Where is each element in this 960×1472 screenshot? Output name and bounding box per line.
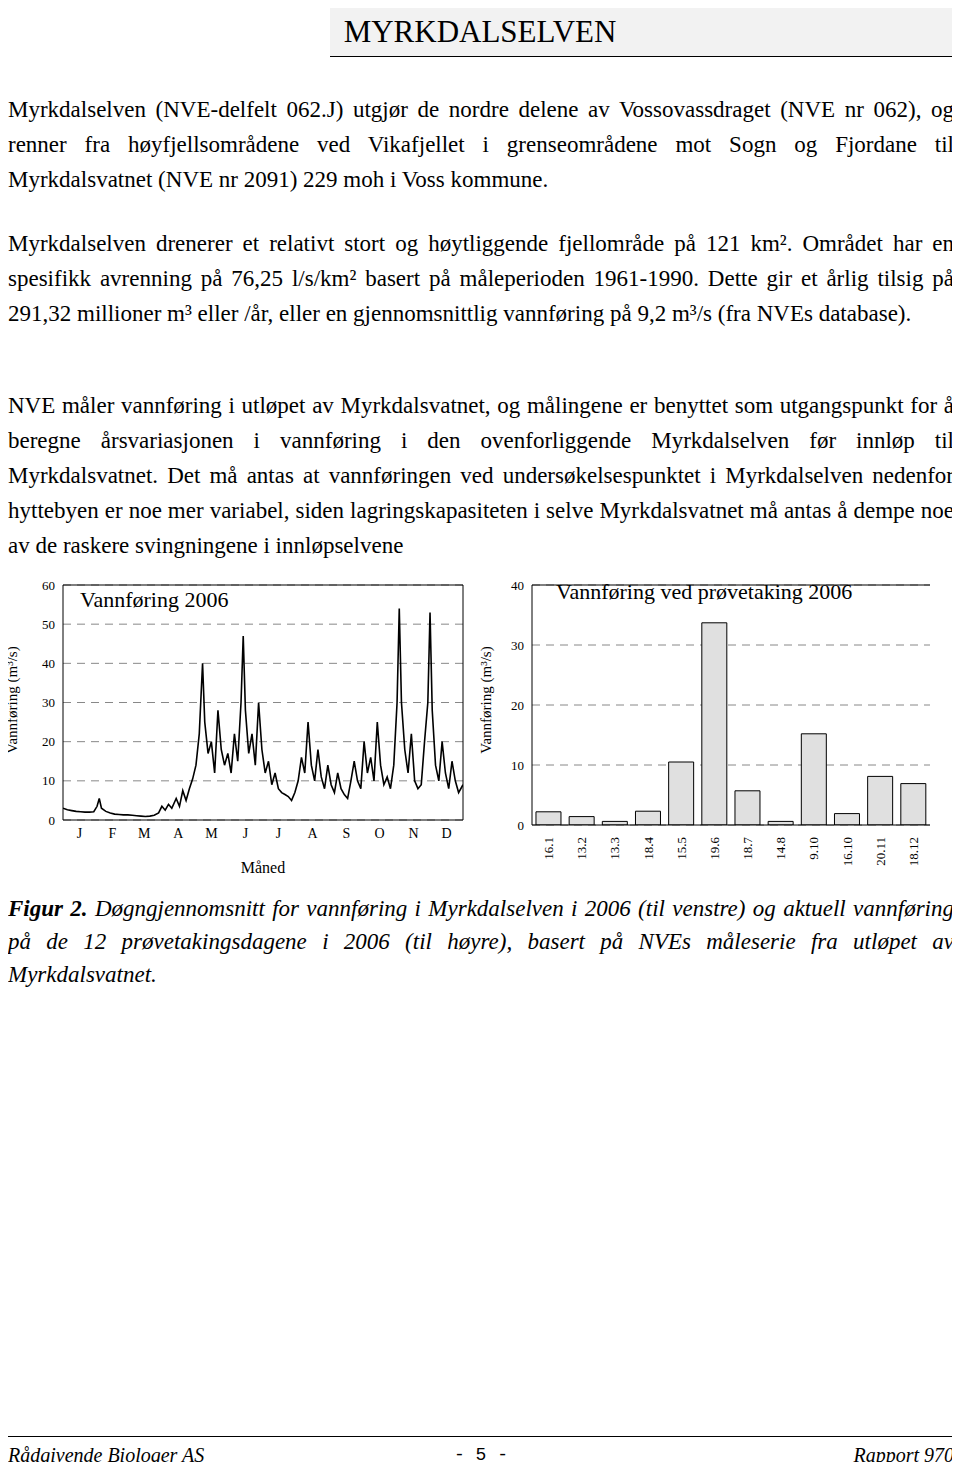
- svg-text:Måned: Måned: [241, 859, 285, 875]
- svg-text:F: F: [109, 826, 117, 841]
- svg-text:M: M: [138, 826, 151, 841]
- svg-text:20: 20: [42, 734, 55, 749]
- svg-text:50: 50: [42, 617, 55, 632]
- svg-text:15.5: 15.5: [674, 837, 689, 860]
- html-text:Figur 2. Døgngjennomsnitt for: Figur 2. Døgngjennomsnitt for vannføring…: [8, 896, 954, 987]
- svg-text:20.11: 20.11: [873, 837, 888, 866]
- svg-text:S: S: [343, 826, 351, 841]
- svg-text:20: 20: [511, 698, 524, 713]
- svg-text:30: 30: [42, 695, 55, 710]
- svg-text:13.3: 13.3: [607, 837, 622, 860]
- svg-text:J: J: [243, 826, 249, 841]
- html-text:Rapport 970: Rapport 970: [853, 1444, 954, 1466]
- svg-text:M: M: [205, 826, 218, 841]
- svg-text:19.6: 19.6: [707, 837, 722, 860]
- svg-text:A: A: [173, 826, 184, 841]
- html-text:Vannføring (m³/s): Vannføring (m³/s): [4, 646, 20, 754]
- svg-text:10: 10: [42, 773, 55, 788]
- svg-text:A: A: [307, 826, 318, 841]
- html-text:Rådgivende Biologer AS: Rådgivende Biologer AS: [8, 1444, 205, 1466]
- html-text:NVE måler vannføring i utløpet: NVE måler vannføring i utløpet av Myrkda…: [8, 393, 954, 558]
- svg-text:J: J: [276, 826, 282, 841]
- svg-text:40: 40: [42, 656, 55, 671]
- svg-text:16.1: 16.1: [541, 837, 556, 860]
- html-text:Vannføring 2006: Vannføring 2006: [80, 587, 229, 612]
- html-text:Vannføring (m³/s): Vannføring (m³/s): [478, 646, 494, 754]
- svg-text:18.4: 18.4: [641, 837, 656, 860]
- html-text:MYRKDALSELVEN: MYRKDALSELVEN: [343, 14, 617, 49]
- svg-text:J: J: [77, 826, 83, 841]
- svg-text:13.2: 13.2: [574, 837, 589, 860]
- svg-text:N: N: [408, 826, 418, 841]
- svg-text:D: D: [441, 826, 451, 841]
- svg-text:40: 40: [511, 578, 524, 593]
- svg-text:O: O: [374, 826, 384, 841]
- svg-text:30: 30: [511, 638, 524, 653]
- svg-text:14.8: 14.8: [773, 837, 788, 860]
- svg-text:0: 0: [518, 818, 525, 833]
- svg-text:9.10: 9.10: [806, 837, 821, 860]
- svg-text:10: 10: [511, 758, 524, 773]
- html-text:Myrkdalselven (NVE-delfelt 062: Myrkdalselven (NVE-delfelt 062.J) utgjør…: [8, 97, 954, 192]
- svg-text:18.12: 18.12: [906, 837, 921, 866]
- html-text:Myrkdalselven drenerer et rela: Myrkdalselven drenerer et relativt stort…: [8, 231, 954, 326]
- html-text:- 5 -: - 5 -: [454, 1445, 508, 1465]
- html-text:Vannføring ved prøvetaking 200: Vannføring ved prøvetaking 2006: [556, 579, 853, 604]
- svg-text:60: 60: [42, 578, 55, 593]
- svg-text:16.10: 16.10: [840, 837, 855, 866]
- svg-text:0: 0: [49, 813, 56, 828]
- svg-text:18.7: 18.7: [740, 837, 755, 860]
